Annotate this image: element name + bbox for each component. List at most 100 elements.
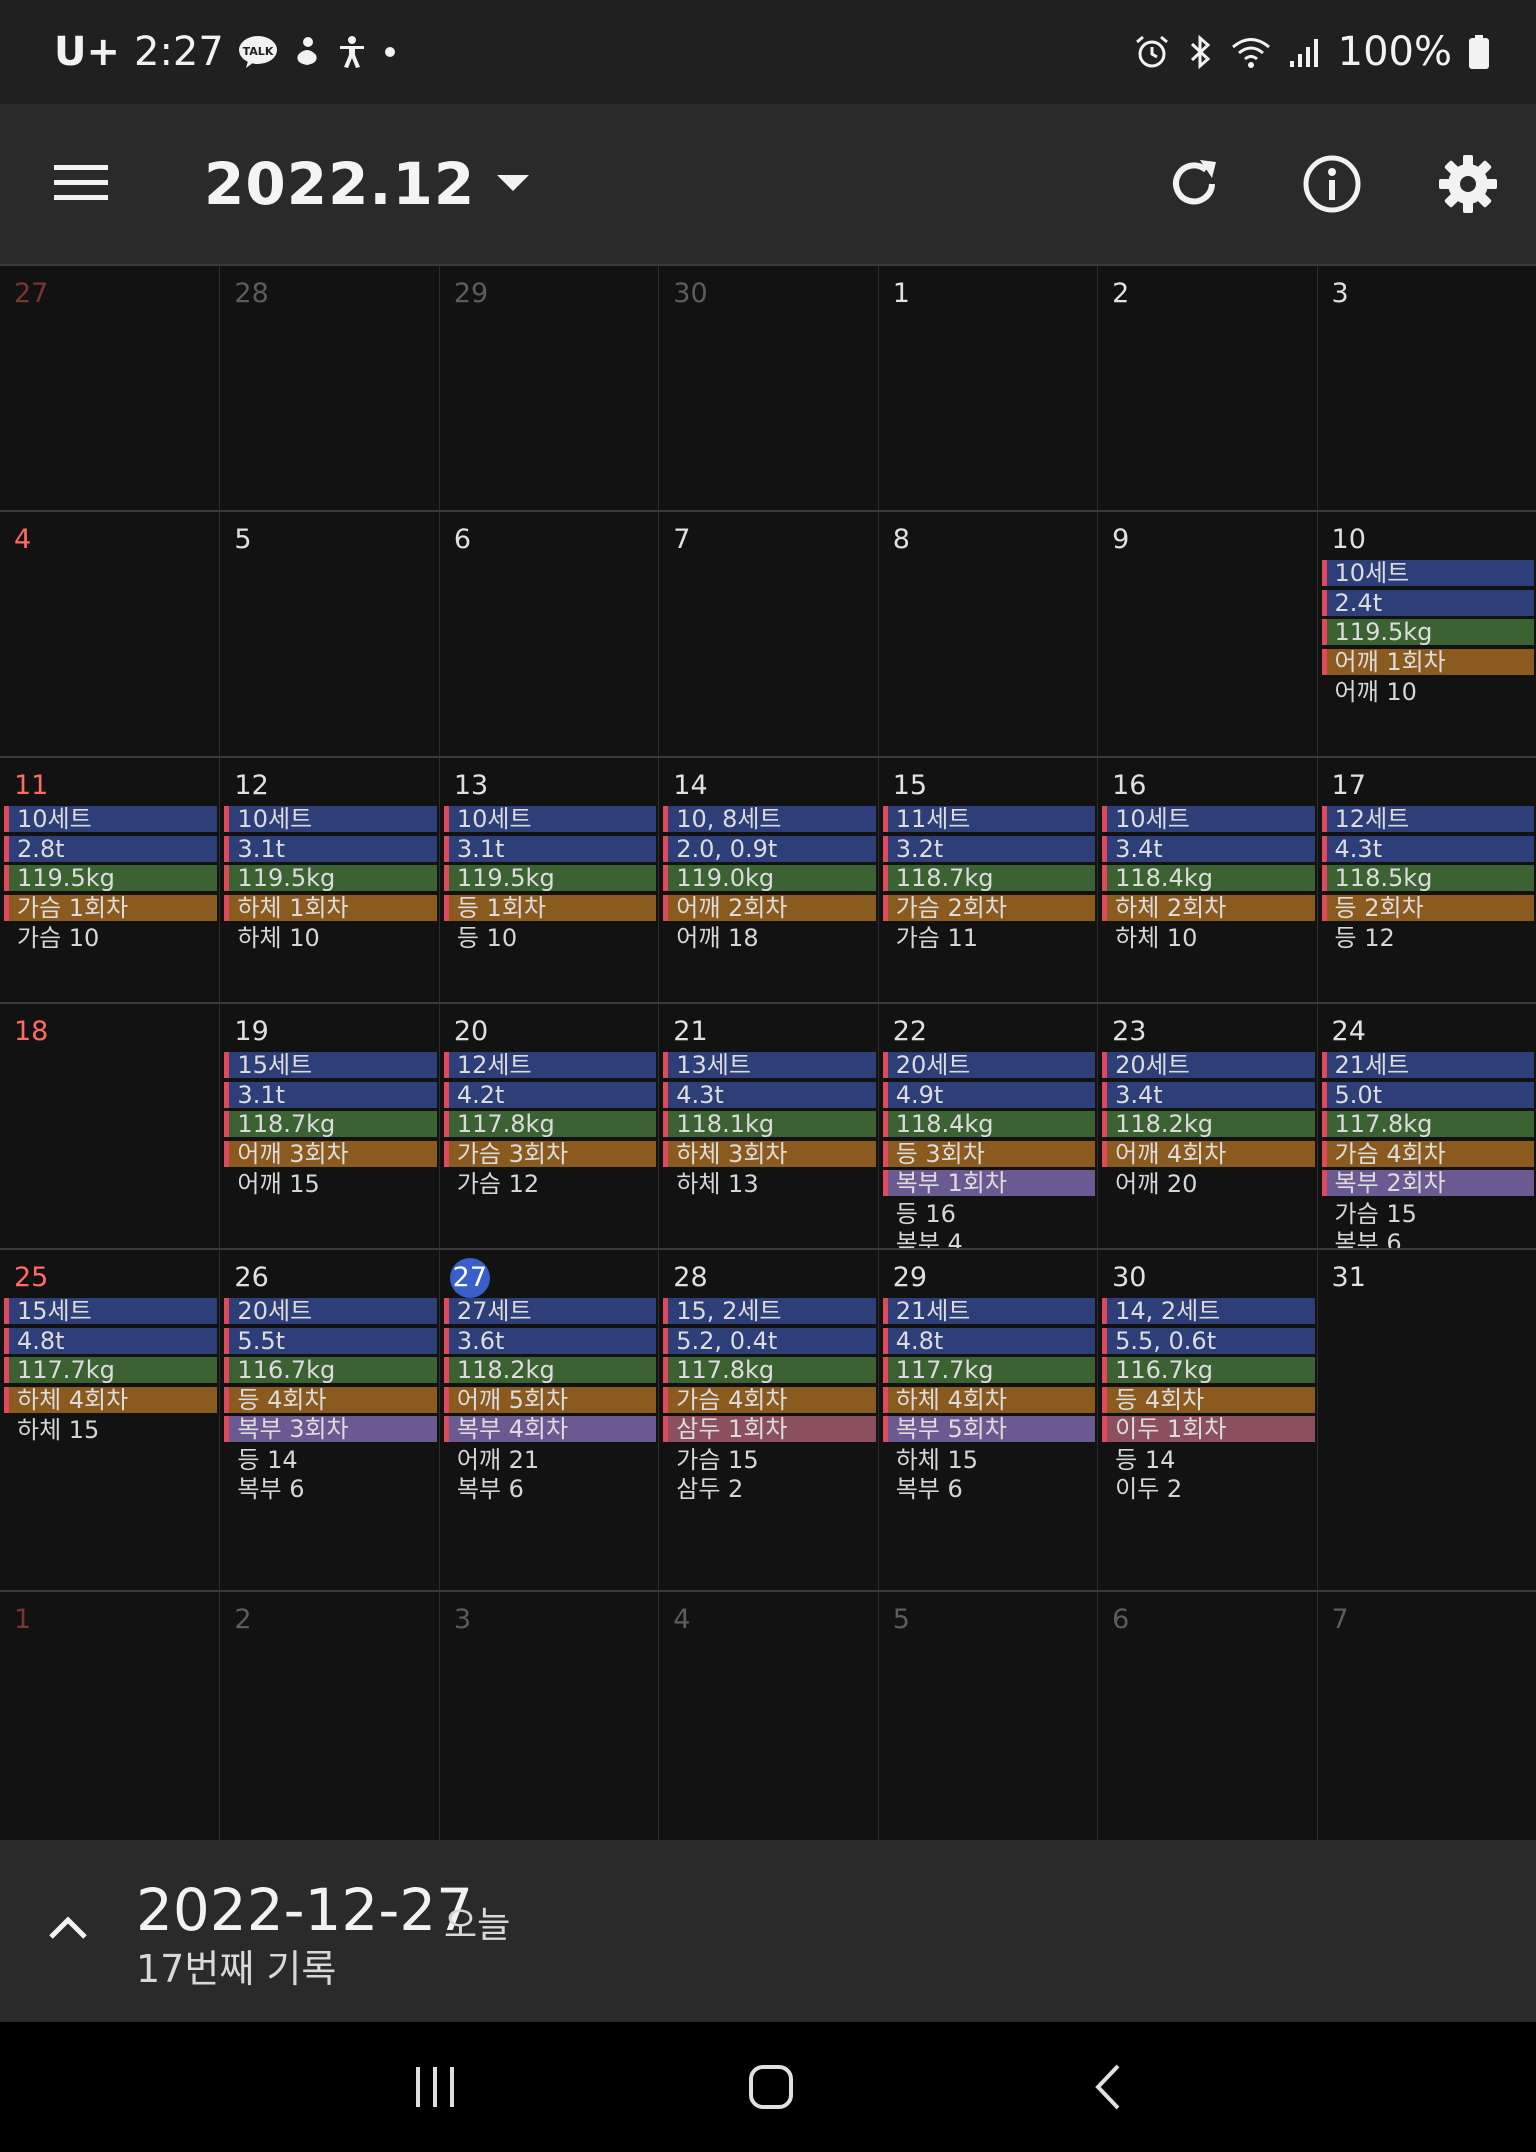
record-note: 하체 10 <box>237 924 320 953</box>
day-number: 9 <box>1112 524 1130 555</box>
record-bar-p1: 등 1회차 <box>443 894 657 921</box>
day-number: 24 <box>1331 1016 1366 1047</box>
home-button[interactable] <box>731 2052 811 2122</box>
calendar-day-cell[interactable]: 30 <box>658 266 877 510</box>
record-bar-p1: 가슴 2회차 <box>882 894 1096 921</box>
day-number: 3 <box>1331 278 1349 309</box>
record-bar-sets: 10세트 <box>4 806 218 832</box>
calendar-day-cell[interactable]: 17 12세트 4.3t 118.5kg 등 2회차 등 12 <box>1316 758 1536 1002</box>
record-bar-wt: 119.0kg <box>663 865 876 892</box>
day-records: 10, 8세트 2.0, 0.9t 119.0kg 어깨 2회차 어깨 18 <box>663 806 876 953</box>
record-bar-sets: 10세트 <box>1321 560 1534 586</box>
record-bar-p1: 하체 4회차 <box>882 1386 1096 1413</box>
day-number: 12 <box>234 770 269 801</box>
calendar-day-cell[interactable]: 28 15, 2세트 5.2, 0.4t 117.8kg 가슴 4회차 삼두 1회차 가슴 … <box>658 1250 877 1590</box>
calendar-day-cell[interactable]: 3 <box>1316 266 1536 510</box>
record-bar-sets: 15세트 <box>224 1052 437 1078</box>
calendar-day-cell[interactable]: 10 10세트 2.4t 119.5kg 어깨 1회차 어깨 10 <box>1316 512 1536 756</box>
day-records: 15, 2세트 5.2, 0.4t 117.8kg 가슴 4회차 삼두 1회차 가슴 15… <box>663 1298 876 1504</box>
calendar-day-cell[interactable]: 13 10세트 3.1t 119.5kg 등 1회차 등 10 <box>438 758 658 1002</box>
calendar-day-cell[interactable]: 26 20세트 5.5t 116.7kg 등 4회차 복부 3회차 등 14 복부 6 <box>219 1250 438 1590</box>
calendar-day-cell[interactable]: 30 14, 2세트 5.5, 0.6t 116.7kg 등 4회차 이두 1회차 등 14… <box>1097 1250 1316 1590</box>
day-records: 15세트 3.1t 118.7kg 어깨 3회차 어깨 15 <box>224 1052 437 1199</box>
calendar-day-cell[interactable]: 2 <box>1097 266 1316 510</box>
calendar-day-cell[interactable]: 22 20세트 4.9t 118.4kg 등 3회차 복부 1회차 등 16 복부 4 <box>877 1004 1097 1248</box>
calendar-day-cell[interactable]: 27 <box>0 266 219 510</box>
day-number: 29 <box>892 1262 928 1293</box>
calendar-day-cell[interactable]: 5 <box>219 512 438 756</box>
info-button[interactable] <box>1290 142 1374 226</box>
day-records: 10세트 3.4t 118.4kg 하체 2회차 하체 10 <box>1102 806 1315 953</box>
calendar-day-cell[interactable]: 4 <box>0 512 219 756</box>
day-number: 2 <box>234 1604 252 1635</box>
day-number: 14 <box>673 770 708 801</box>
calendar-day-cell[interactable]: 20 12세트 4.2t 117.8kg 가슴 3회차 가슴 12 <box>438 1004 658 1248</box>
calendar-day-cell[interactable]: 1 <box>0 1592 219 1840</box>
record-bar-vol: 3.4t <box>1102 1081 1315 1108</box>
calendar-day-cell[interactable]: 11 10세트 2.8t 119.5kg 가슴 1회차 가슴 10 <box>0 758 219 1002</box>
record-bar-p1: 가슴 4회차 <box>663 1386 876 1413</box>
record-bar-vol: 4.2t <box>443 1081 657 1108</box>
calendar-day-cell[interactable]: 18 <box>0 1004 219 1248</box>
back-button[interactable] <box>1068 2052 1148 2122</box>
calendar-day-cell[interactable]: 25 15세트 4.8t 117.7kg 하체 4회차 하체 15 <box>0 1250 219 1590</box>
record-bar-vol: 4.8t <box>882 1327 1096 1354</box>
selected-date: 2022-12-27 <box>136 1876 474 1944</box>
wifi-icon <box>1230 34 1272 70</box>
record-bar-sets: 21세트 <box>882 1298 1096 1324</box>
record-bar-p1: 하체 2회차 <box>1102 894 1315 921</box>
recent-apps-button[interactable] <box>395 2052 475 2122</box>
record-note: 하체 15 <box>895 1445 979 1474</box>
calendar-day-cell[interactable]: 29 21세트 4.8t 117.7kg 하체 4회차 복부 5회차 하체 15 복부 6 <box>877 1250 1097 1590</box>
calendar-day-cell[interactable]: 15 11세트 3.2t 118.7kg 가슴 2회차 가슴 11 <box>877 758 1097 1002</box>
calendar-day-cell[interactable]: 21 13세트 4.3t 118.1kg 하체 3회차 하체 13 <box>658 1004 877 1248</box>
calendar-day-cell[interactable]: 31 <box>1316 1250 1536 1590</box>
day-number: 28 <box>673 1262 708 1293</box>
calendar-day-cell[interactable]: 23 20세트 3.4t 118.2kg 어깨 4회차 어깨 20 <box>1097 1004 1316 1248</box>
record-bar-p1: 하체 1회차 <box>224 894 437 921</box>
expand-button[interactable] <box>36 1896 100 1960</box>
record-bar-wt: 119.5kg <box>4 865 218 892</box>
calendar-day-cell[interactable]: 29 <box>438 266 658 510</box>
calendar-day-cell[interactable]: 6 <box>1097 1592 1316 1840</box>
month-selector[interactable]: 2022.12 <box>204 138 530 230</box>
calendar-day-cell[interactable]: 7 <box>658 512 877 756</box>
record-bar-p1: 어깨 1회차 <box>1321 648 1534 675</box>
calendar-day-cell[interactable]: 6 <box>438 512 658 756</box>
calendar-day-cell[interactable]: 19 15세트 3.1t 118.7kg 어깨 3회차 어깨 15 <box>219 1004 438 1248</box>
calendar-day-cell[interactable]: 27 27세트 3.6t 118.2kg 어깨 5회차 복부 4회차 어깨 21 복부 6 <box>438 1250 658 1590</box>
status-left: U+ 2:27 TALK <box>54 0 398 104</box>
record-note: 복부 6 <box>895 1474 963 1503</box>
calendar-day-cell[interactable]: 24 21세트 5.0t 117.8kg 가슴 4회차 복부 2회차 가슴 15 복부 6 <box>1316 1004 1536 1248</box>
status-bar: U+ 2:27 TALK 100% <box>0 0 1536 104</box>
settings-button[interactable] <box>1426 142 1510 226</box>
record-bar-vol: 4.8t <box>4 1327 218 1354</box>
record-bar-vol: 3.1t <box>224 835 437 862</box>
calendar-day-cell[interactable]: 3 <box>438 1592 658 1840</box>
clock: 2:27 <box>134 29 224 75</box>
menu-button[interactable] <box>40 142 122 224</box>
calendar-day-cell[interactable]: 12 10세트 3.1t 119.5kg 하체 1회차 하체 10 <box>219 758 438 1002</box>
calendar-day-cell[interactable]: 9 <box>1097 512 1316 756</box>
calendar-day-cell[interactable]: 7 <box>1316 1592 1536 1840</box>
record-bar-vol: 3.2t <box>882 835 1096 862</box>
calendar-day-cell[interactable]: 8 <box>877 512 1097 756</box>
calendar-day-cell[interactable]: 14 10, 8세트 2.0, 0.9t 119.0kg 어깨 2회차 어깨 18 <box>658 758 877 1002</box>
signal-icon <box>1288 35 1322 69</box>
record-bar-vol: 2.0, 0.9t <box>663 835 876 862</box>
record-note: 복부 6 <box>237 1474 305 1503</box>
calendar-day-cell[interactable]: 4 <box>658 1592 877 1840</box>
calendar-day-cell[interactable]: 1 <box>877 266 1097 510</box>
day-records: 14, 2세트 5.5, 0.6t 116.7kg 등 4회차 이두 1회차 등 14 이두… <box>1102 1298 1315 1504</box>
record-bar-wt: 118.7kg <box>882 865 1096 892</box>
record-bar-sets: 20세트 <box>882 1052 1096 1078</box>
calendar-day-cell[interactable]: 5 <box>877 1592 1097 1840</box>
refresh-button[interactable] <box>1152 142 1236 226</box>
record-bar-wt: 118.4kg <box>1102 865 1315 892</box>
selected-day-sheet[interactable]: 2022-12-27 오늘 17번째 기록 <box>0 1840 1536 2022</box>
system-nav-bar <box>0 2022 1536 2152</box>
calendar-day-cell[interactable]: 2 <box>219 1592 438 1840</box>
calendar-day-cell[interactable]: 16 10세트 3.4t 118.4kg 하체 2회차 하체 10 <box>1097 758 1316 1002</box>
day-number: 3 <box>453 1604 472 1635</box>
calendar-day-cell[interactable]: 28 <box>219 266 438 510</box>
